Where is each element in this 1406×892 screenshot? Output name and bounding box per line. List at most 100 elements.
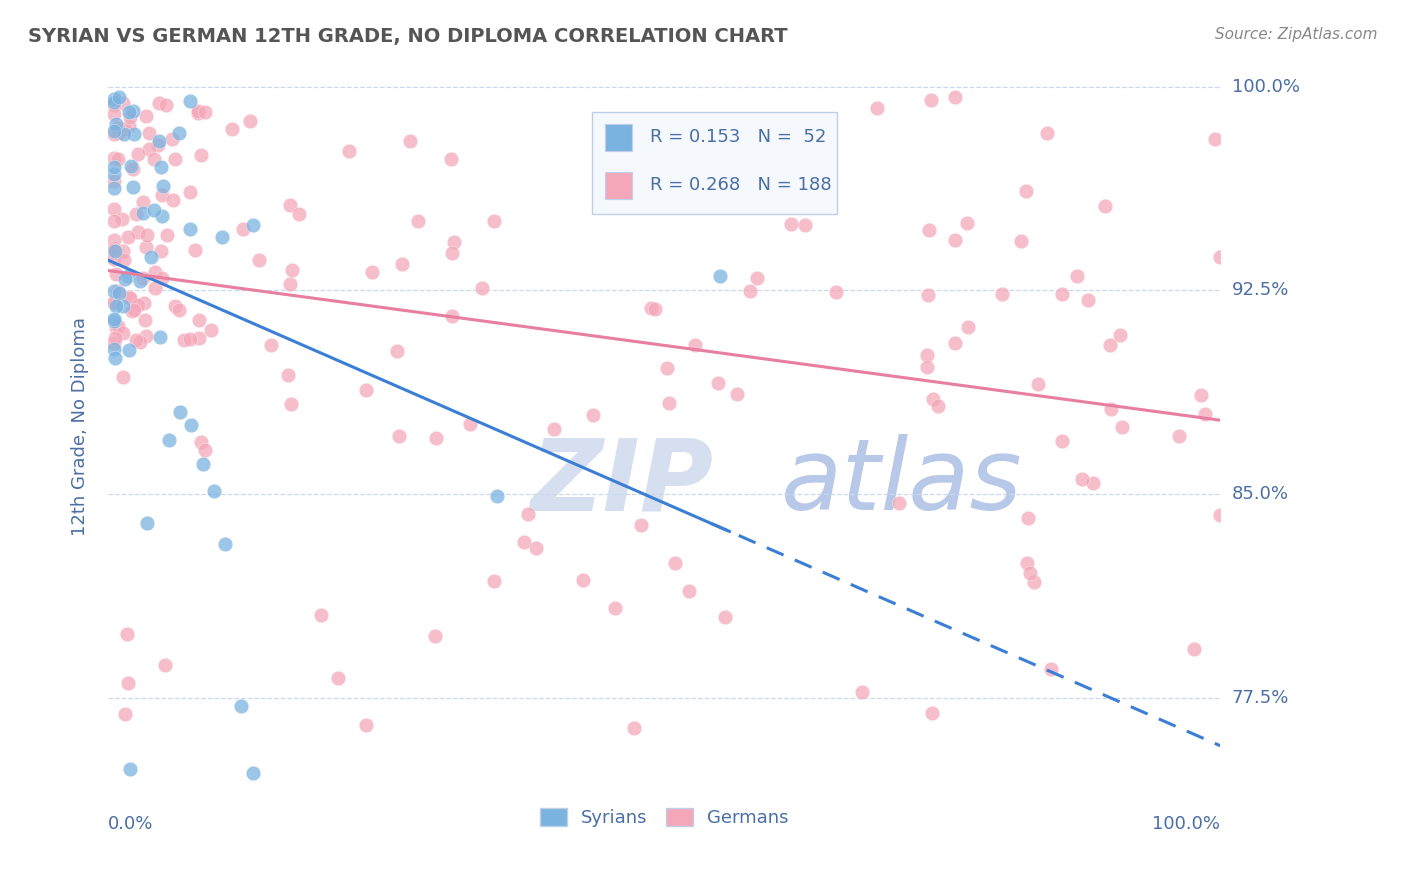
Point — [179, 95, 201, 109]
Text: Source: ZipAtlas.com: Source: ZipAtlas.com — [1215, 27, 1378, 42]
Point — [640, 301, 662, 315]
Point — [678, 584, 700, 599]
Point — [740, 284, 762, 298]
Point — [124, 302, 146, 317]
Point — [921, 706, 943, 720]
Point — [169, 405, 191, 419]
Point — [423, 629, 446, 643]
Point — [104, 321, 127, 335]
Point — [108, 126, 131, 140]
Point — [103, 252, 125, 266]
Point — [149, 330, 172, 344]
Point — [118, 119, 141, 133]
Text: 100.0%: 100.0% — [1153, 815, 1220, 833]
Text: 85.0%: 85.0% — [1232, 485, 1289, 503]
Point — [114, 706, 136, 721]
Point — [118, 343, 141, 357]
Point — [146, 137, 169, 152]
Point — [111, 326, 134, 340]
Point — [103, 295, 125, 310]
Point — [1083, 475, 1105, 490]
Point — [391, 257, 413, 271]
Point — [956, 320, 979, 334]
Point — [103, 244, 125, 258]
Point — [103, 124, 125, 138]
Point — [135, 329, 157, 343]
Point — [1050, 434, 1073, 448]
Point — [714, 609, 737, 624]
Point — [214, 537, 236, 551]
Point — [117, 230, 139, 244]
Point — [127, 147, 149, 161]
Point — [337, 144, 360, 158]
Point — [138, 126, 160, 140]
Point — [188, 331, 211, 345]
Point — [1098, 338, 1121, 352]
Point — [132, 194, 155, 209]
Point — [482, 214, 505, 228]
Point — [117, 676, 139, 690]
Point — [162, 193, 184, 207]
Point — [127, 225, 149, 239]
Point — [143, 264, 166, 278]
Point — [354, 717, 377, 731]
Point — [153, 657, 176, 672]
Point — [200, 323, 222, 337]
Point — [103, 160, 125, 174]
Point — [917, 288, 939, 302]
Text: atlas: atlas — [782, 434, 1022, 532]
Point — [486, 490, 509, 504]
Point — [524, 541, 547, 555]
Point — [103, 246, 125, 260]
Point — [794, 218, 817, 232]
Legend: Syrians, Germans: Syrians, Germans — [533, 800, 796, 834]
Point — [108, 286, 131, 301]
Point — [148, 134, 170, 148]
Point — [190, 435, 212, 450]
Point — [1017, 511, 1039, 525]
Point — [582, 408, 605, 422]
Point — [1010, 234, 1032, 248]
Point — [1204, 131, 1226, 145]
Point — [132, 270, 155, 285]
Point — [242, 766, 264, 780]
Point — [103, 202, 125, 216]
Point — [242, 218, 264, 232]
Point — [630, 518, 652, 533]
Point — [103, 128, 125, 142]
Point — [121, 304, 143, 318]
Point — [188, 313, 211, 327]
Point — [1040, 662, 1063, 676]
Point — [148, 95, 170, 110]
Point — [125, 207, 148, 221]
Point — [194, 442, 217, 457]
Point — [388, 429, 411, 443]
Text: R = 0.268   N = 188: R = 0.268 N = 188 — [650, 177, 831, 194]
Point — [149, 160, 172, 174]
Point — [155, 98, 177, 112]
Point — [709, 268, 731, 283]
Point — [915, 348, 938, 362]
Point — [132, 296, 155, 310]
Point — [118, 292, 141, 306]
Point — [122, 127, 145, 141]
Point — [103, 106, 125, 120]
Point — [179, 222, 201, 236]
Point — [1026, 376, 1049, 391]
Point — [103, 151, 125, 165]
Point — [623, 722, 645, 736]
Point — [747, 270, 769, 285]
Point — [104, 351, 127, 365]
Point — [180, 417, 202, 432]
Point — [103, 293, 125, 308]
Point — [103, 335, 125, 350]
Point — [129, 274, 152, 288]
Text: R = 0.153   N =  52: R = 0.153 N = 52 — [650, 128, 827, 146]
Point — [889, 496, 911, 510]
Point — [150, 187, 173, 202]
Point — [104, 244, 127, 258]
Point — [443, 235, 465, 249]
Point — [103, 95, 125, 109]
Point — [309, 607, 332, 622]
Point — [103, 97, 125, 112]
